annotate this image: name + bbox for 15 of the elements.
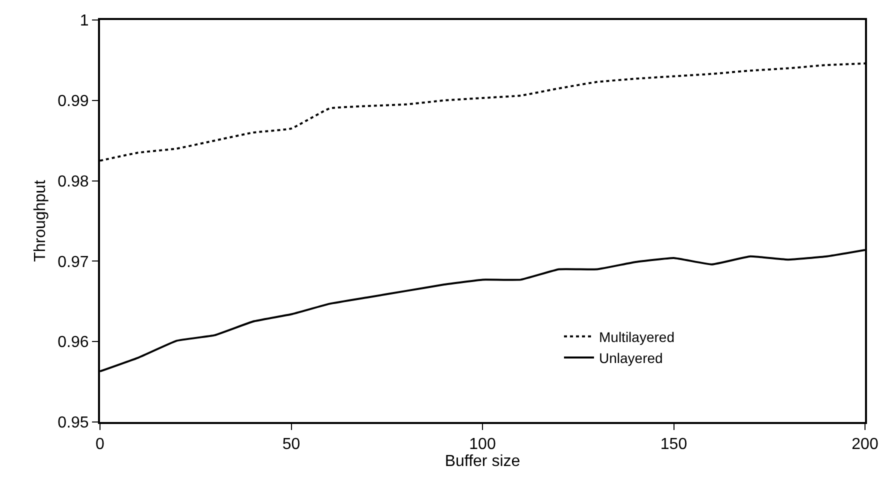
y-tick-label: 1 bbox=[80, 12, 89, 30]
y-tick-label: 0.99 bbox=[58, 93, 89, 110]
x-axis-title: Buffer size bbox=[444, 453, 520, 470]
y-axis-title: Throughput bbox=[32, 180, 50, 262]
x-tick-label: 200 bbox=[852, 436, 878, 454]
y-tick-label: 0.95 bbox=[58, 414, 89, 432]
legend-label: Unlayered bbox=[599, 350, 663, 366]
y-tick-label: 0.98 bbox=[58, 173, 89, 190]
x-tick-label: 150 bbox=[660, 436, 688, 454]
y-tick-label: 0.96 bbox=[58, 334, 89, 352]
x-tick-label: 50 bbox=[282, 436, 300, 454]
x-tick-label: 0 bbox=[96, 436, 105, 454]
x-tick-label: 100 bbox=[469, 436, 496, 454]
y-tick-label: 0.97 bbox=[58, 254, 89, 271]
legend-label: Multilayered bbox=[599, 328, 674, 345]
